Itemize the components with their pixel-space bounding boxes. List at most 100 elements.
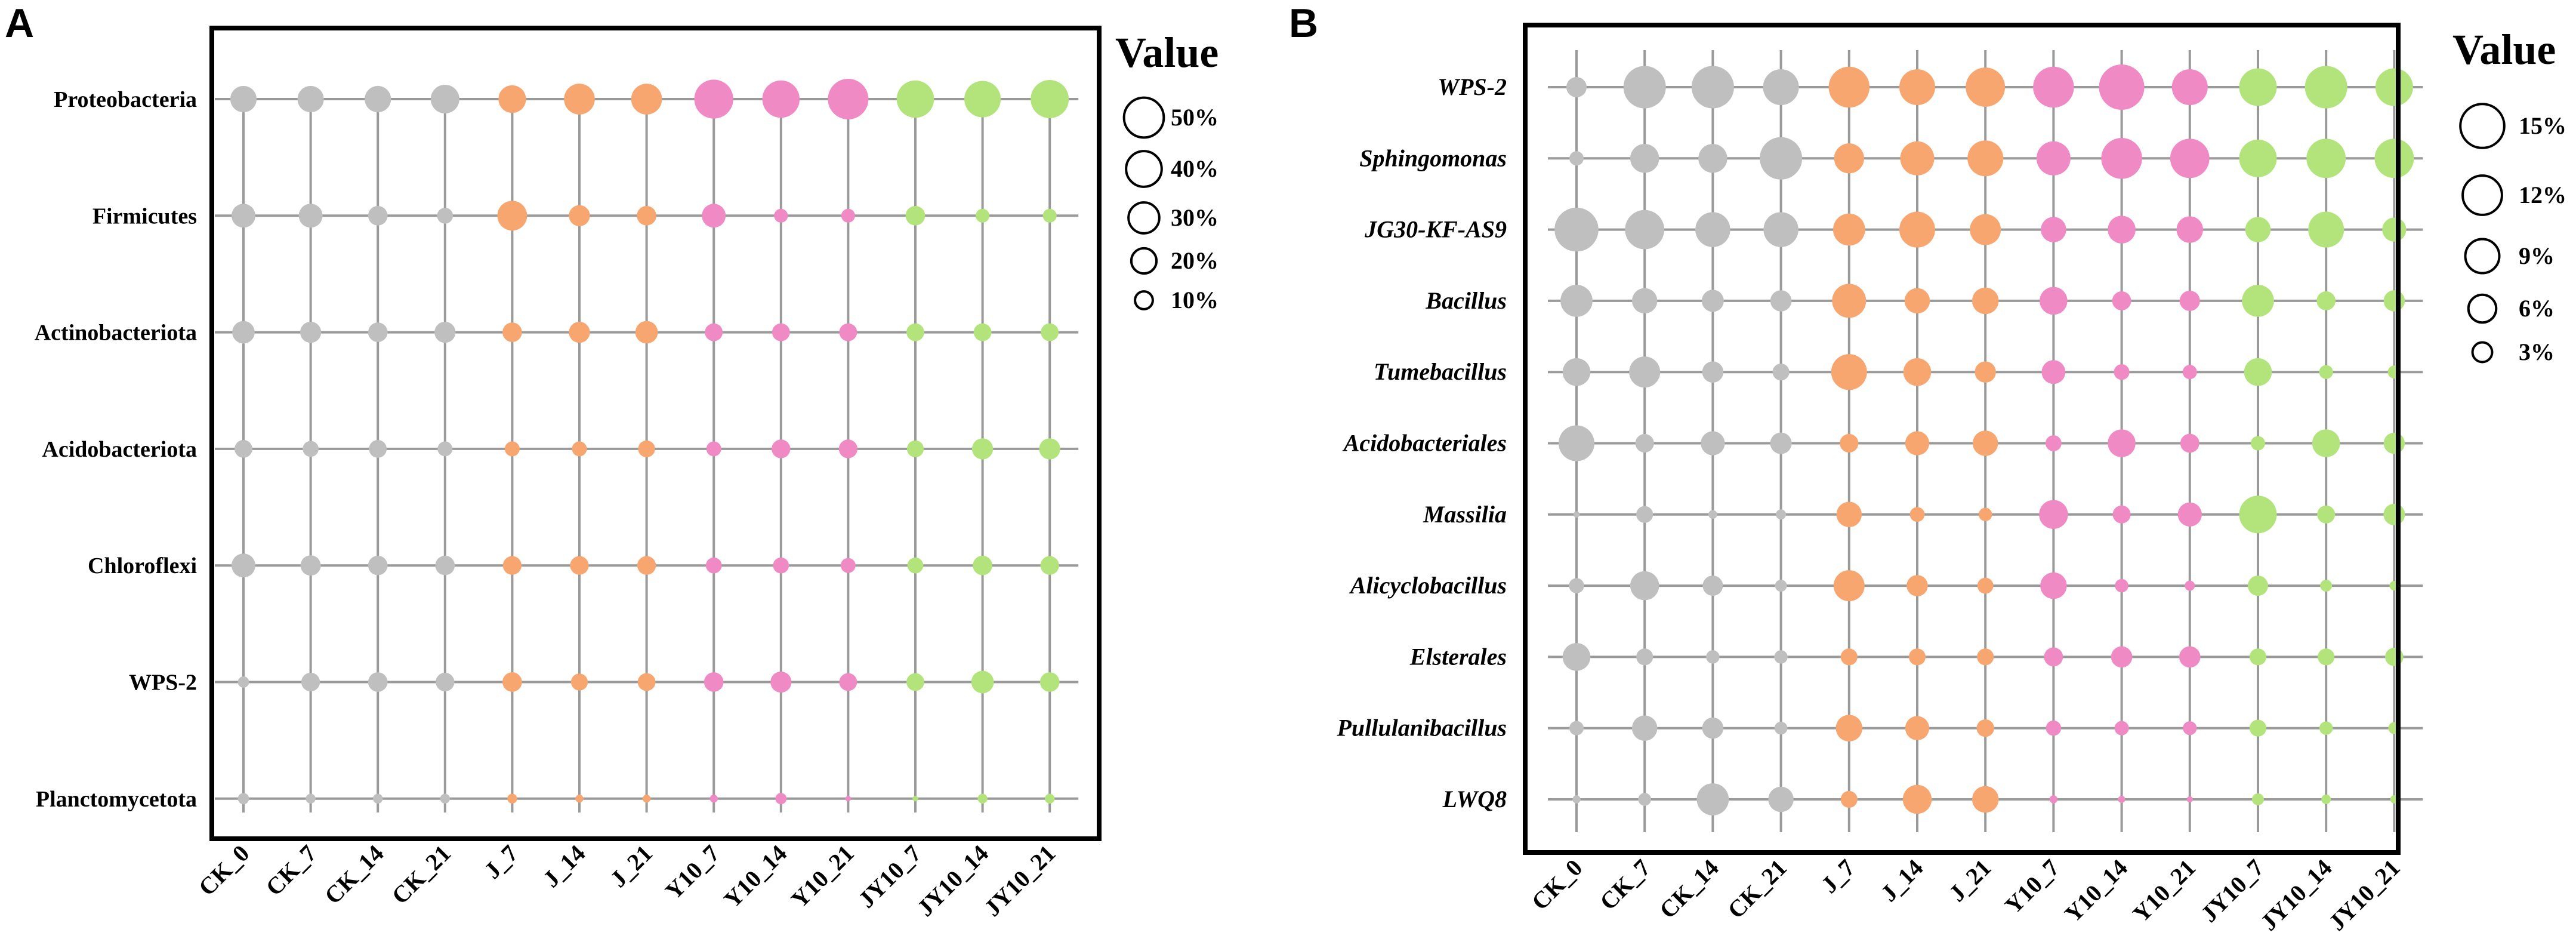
panel-a-bubble xyxy=(906,323,924,341)
panel-a-bubble xyxy=(564,84,595,115)
panel-b-bubble xyxy=(1831,354,1867,390)
panel-b-bubble xyxy=(1972,430,1998,456)
panel-a-bubble xyxy=(306,793,316,804)
panel-a-bubble xyxy=(709,795,718,803)
panel-a-legend-label: 20% xyxy=(1171,247,1218,274)
panel-b-bubble xyxy=(2185,580,2195,591)
panel-b-legend-circle xyxy=(2459,103,2506,149)
panel-a-bubble xyxy=(507,793,517,804)
panel-b-bubble xyxy=(1977,577,1994,594)
panel-a-bubble xyxy=(637,556,656,575)
panel-b-label: B xyxy=(1289,1,1318,46)
panel-b-bubble xyxy=(1967,140,2004,177)
panel-a-bubble xyxy=(570,673,588,691)
panel-b-bubble xyxy=(2304,66,2347,109)
panel-b-bubble xyxy=(1775,580,1787,592)
panel-a-bubble xyxy=(912,796,918,802)
panel-b-legend-circle xyxy=(2471,341,2494,364)
panel-a-bubble xyxy=(231,204,256,228)
panel-b-legend-label: 12% xyxy=(2519,181,2566,208)
panel-a-bubble xyxy=(976,208,990,223)
panel-a-bubble xyxy=(839,673,857,691)
panel-a-bubble xyxy=(1039,672,1060,692)
panel-a-legend-label: 10% xyxy=(1171,287,1218,313)
panel-b-bubble xyxy=(1772,364,1790,381)
panel-b-bubble xyxy=(2049,795,2058,804)
panel-b-bubble xyxy=(1760,137,1803,180)
panel-b-bubble xyxy=(1904,288,1930,314)
panel-b-row-label: Acidobacteriales xyxy=(1342,430,1507,457)
panel-a-bubble xyxy=(430,84,459,114)
panel-b-bubble xyxy=(2318,648,2335,666)
panel-b-bubble xyxy=(2108,429,2136,457)
panel-b-bubble xyxy=(1976,719,1994,737)
panel-b-bubble xyxy=(2383,503,2405,525)
panel-b-bubbles xyxy=(1554,64,2414,815)
panel-b-row-label: JG30-KF-AS9 xyxy=(1364,216,1507,243)
panel-b-bubble xyxy=(2036,141,2071,176)
panel-b-bubble xyxy=(2249,719,2267,737)
panel-a-bubble xyxy=(498,85,526,113)
panel-b-bubble xyxy=(2044,647,2063,667)
panel-a-bubble xyxy=(907,557,924,574)
panel-a-bubble xyxy=(773,557,789,574)
panel-a-bubble xyxy=(971,438,994,460)
panel-b-bubble xyxy=(2382,217,2407,242)
panel-a-bubble xyxy=(368,555,388,575)
panel-a-row-label: Proteobacteria xyxy=(54,87,197,112)
panel-a-bubble xyxy=(762,80,800,118)
panel-b-bubble xyxy=(1776,509,1787,520)
panel-b-bubble xyxy=(2383,290,2405,312)
panel-b-bubble xyxy=(2177,502,2202,527)
panel-a-bubble xyxy=(1045,793,1055,804)
panel-b-bubble xyxy=(1702,361,1724,383)
panel-b-bubble xyxy=(1635,433,1654,453)
panel-a-legend-circle xyxy=(1130,247,1158,275)
panel-b-row-label: LWQ8 xyxy=(1442,786,1507,812)
panel-b-row-label: Elsterales xyxy=(1409,643,1507,670)
panel-a-bubble xyxy=(237,676,249,688)
panel-b-bubble xyxy=(2039,500,2068,530)
panel-a-bubble xyxy=(1040,556,1059,575)
panel-a-bubble xyxy=(569,321,590,343)
panel-a-legend-title: Value xyxy=(1115,29,1218,76)
panel-b-legend-label: 15% xyxy=(2519,112,2566,139)
panel-a-row-label: WPS-2 xyxy=(129,670,197,695)
panel-b-bubble xyxy=(1763,69,1799,106)
panel-b-bubble xyxy=(1905,431,1930,455)
panel-b-bubble xyxy=(2101,138,2142,179)
panel-b-bubble xyxy=(2312,429,2340,457)
panel-a-bubble xyxy=(297,85,324,113)
panel-a-label: A xyxy=(5,1,34,46)
panel-b-bubble xyxy=(1774,721,1788,735)
panel-b-bubble xyxy=(2046,720,2062,736)
panel-b-bubble xyxy=(2252,793,2264,805)
panel-a-bubble xyxy=(437,207,454,224)
panel-a-legend: Value 50% 40% 30% 20% 10% xyxy=(1115,29,1218,313)
panel-a-bubble xyxy=(841,208,855,223)
panel-b-bubble xyxy=(1566,77,1587,97)
panel-a-bubble xyxy=(631,84,662,115)
panel-b-bubble xyxy=(1972,786,1999,813)
panel-b-bubble xyxy=(1908,648,1926,666)
panel-b-legend-circle xyxy=(2467,293,2498,324)
panel-b-bubble xyxy=(1702,575,1723,596)
panel-a-bubble xyxy=(298,204,323,228)
panel-b-bubble xyxy=(2183,721,2197,735)
panel-a-bubble xyxy=(300,555,321,576)
panel-b-bubble xyxy=(1623,66,1666,109)
panel-b-bubble xyxy=(2250,436,2266,451)
panel-b-bubble xyxy=(2239,139,2277,177)
panel-a-bubble xyxy=(436,672,455,692)
panel-b-bubble xyxy=(2108,216,2136,244)
panel-b-bubble xyxy=(1774,650,1788,664)
panel-b-bubble xyxy=(2040,572,2067,599)
panel-a-bubble xyxy=(906,673,924,691)
panel-a-bubble xyxy=(637,673,656,691)
panel-b-row-label: Massilia xyxy=(1423,501,1507,528)
panel-a-bubble xyxy=(772,439,791,458)
panel-a-frame xyxy=(209,26,1102,841)
panel-a-bubble xyxy=(1042,208,1057,223)
panel-a-bubble xyxy=(775,793,787,805)
panel-b-bubble xyxy=(1975,361,1996,383)
